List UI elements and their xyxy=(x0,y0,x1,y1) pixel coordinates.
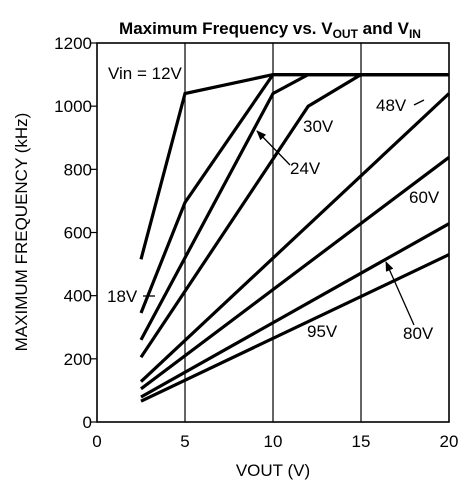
label-vin-12v: Vin = 12V xyxy=(108,64,183,83)
label-95v: 95V xyxy=(307,322,338,341)
y-tick-label-800: 800 xyxy=(64,160,92,179)
series-line-95v xyxy=(140,253,450,403)
label-18v: 18V xyxy=(107,287,138,306)
label-24v: 24V xyxy=(290,159,321,178)
series-line-48v xyxy=(139,92,451,383)
grid-lines xyxy=(184,43,362,422)
x-tick-label-10: 10 xyxy=(264,432,283,451)
label-80v: 80V xyxy=(403,324,434,343)
x-tick-label-5: 5 xyxy=(180,432,189,451)
y-tick-label-200: 200 xyxy=(64,350,92,369)
leader-80v xyxy=(385,261,415,326)
label-60v: 60V xyxy=(409,188,440,207)
y-tick-label-600: 600 xyxy=(64,224,92,243)
x-tick-label-20: 20 xyxy=(440,432,459,451)
x-tick-label-15: 15 xyxy=(352,432,371,451)
label-30v: 30V xyxy=(303,117,334,136)
y-tick-label-1200: 1200 xyxy=(54,34,92,53)
leader-lines xyxy=(143,99,425,326)
chart-title: Maximum Frequency vs. VOUT and VIN xyxy=(119,19,421,41)
series-line-80v xyxy=(140,222,450,399)
y-tick-label-400: 400 xyxy=(64,287,92,306)
y-tick-label-1000: 1000 xyxy=(54,97,92,116)
y-axis-label: MAXIMUM FREQUENCY (kHz) xyxy=(12,113,31,352)
title-main: Maximum Frequency vs. V xyxy=(119,19,333,38)
x-tick-label-0: 0 xyxy=(92,432,101,451)
title-sub-in: IN xyxy=(409,27,421,41)
curve-labels: Vin = 12V 18V 24V 30V 48V 60V 80V 95V xyxy=(107,64,440,343)
leader-24v xyxy=(256,130,291,166)
label-48v: 48V xyxy=(376,96,407,115)
title-mid: and V xyxy=(358,19,410,38)
leader-48v xyxy=(413,99,425,106)
y-tick-label-0: 0 xyxy=(83,413,92,432)
title-sub-out: OUT xyxy=(333,27,359,41)
x-axis-label: VOUT (V) xyxy=(236,461,310,480)
series-group xyxy=(139,72,451,403)
series-line-60v xyxy=(140,156,450,391)
series-line-30v xyxy=(139,72,449,359)
